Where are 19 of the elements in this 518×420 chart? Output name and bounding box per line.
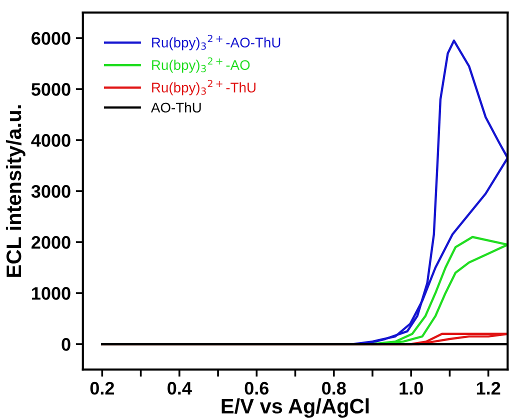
x-tick-label: 0.2 xyxy=(90,382,114,395)
x-tick-label: 0.8 xyxy=(322,382,346,395)
x-axis-title: E/V vs Ag/AgCl xyxy=(222,398,369,418)
legend-label: Ru(bpy)$_{3}$$^{2+}$-AO-ThU xyxy=(152,34,280,50)
legend-label: Ru(bpy)$_{3}$$^{2+}$-ThU xyxy=(152,80,256,96)
x-tick-label: 0.6 xyxy=(244,382,269,395)
x-tick-label: 1.2 xyxy=(476,382,500,394)
y-tick-label: 4000 xyxy=(31,134,70,147)
x-tick-label: 0.4 xyxy=(168,382,192,395)
y-tick-label: 3000 xyxy=(31,185,70,198)
y-axis-title: ECL intensity/a.u. xyxy=(6,105,26,277)
y-tick-label: 2000 xyxy=(32,236,70,249)
y-tick-label: 0 xyxy=(62,338,70,351)
y-tick-label: 5000 xyxy=(31,83,70,96)
y-tick-label: 1000 xyxy=(32,287,70,300)
y-tick-label: 6000 xyxy=(32,32,70,45)
legend-label: AO-ThU xyxy=(150,102,201,113)
legend-label: Ru(bpy)$_{3}$$^{2+}$-AO xyxy=(152,57,250,73)
x-tick-label: 1.0 xyxy=(400,382,423,395)
